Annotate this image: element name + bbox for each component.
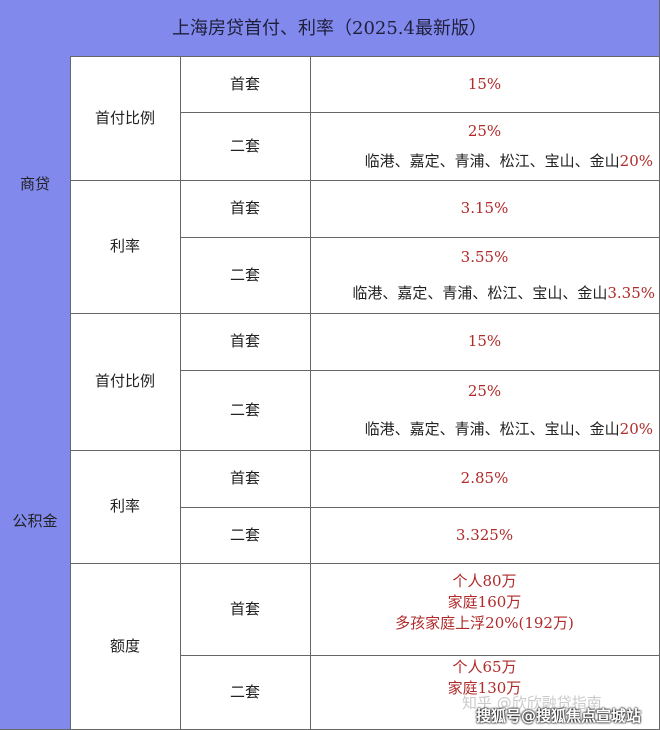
row-label: 二套 [180, 237, 311, 314]
group-label: 利率 [70, 180, 181, 314]
row-label: 二套 [180, 370, 311, 451]
value-cell: 3.325% [310, 507, 660, 564]
value-cell: 15% [310, 313, 660, 371]
group-label: 首付比例 [70, 313, 181, 451]
row-label: 首套 [180, 56, 311, 113]
value-cell: 3.55% 临港、嘉定、青浦、松江、宝山、金山3.35% [310, 237, 660, 314]
value-note: 临港、嘉定、青浦、松江、宝山、金山3.35% [352, 284, 655, 302]
watermark-sohu: 搜狐号@搜狐焦点宣城站 [476, 707, 642, 725]
row-label: 二套 [180, 112, 311, 181]
row-label: 首套 [180, 180, 311, 238]
value-line: 多孩家庭上浮20%(192万) [395, 614, 574, 632]
value-cell: 25% 临港、嘉定、青浦、松江、宝山、金山20% [310, 370, 660, 451]
value-line: 个人80万 [452, 572, 517, 590]
value-note: 临港、嘉定、青浦、松江、宝山、金山20% [364, 152, 653, 170]
watermark-zhihu: 知乎 @欣欣融贷指南 [462, 694, 602, 712]
value-cell: 25% 临港、嘉定、青浦、松江、宝山、金山20% [310, 112, 660, 181]
row-label: 首套 [180, 450, 311, 508]
section-provident-fund: 公积金 [0, 313, 71, 730]
value: 25% [467, 382, 502, 400]
row-label: 二套 [180, 507, 311, 564]
value-cell: 3.15% [310, 180, 660, 238]
section-commercial-loan: 商贷 [0, 56, 71, 314]
value-line: 家庭130万 [447, 679, 522, 697]
value-cell: 个人80万 家庭160万 多孩家庭上浮20%(192万) [310, 563, 660, 656]
row-label: 首套 [180, 313, 311, 371]
value-note: 临港、嘉定、青浦、松江、宝山、金山20% [364, 420, 653, 438]
row-label: 首套 [180, 563, 311, 656]
group-label: 额度 [70, 563, 181, 730]
table-title: 上海房贷首付、利率（2025.4最新版） [0, 0, 660, 57]
group-label: 利率 [70, 450, 181, 564]
value: 3.55% [460, 248, 509, 266]
value-line: 个人65万 [452, 658, 517, 676]
value-line: 家庭160万 [447, 593, 522, 611]
row-label: 二套 [180, 655, 311, 730]
group-label: 首付比例 [70, 56, 181, 181]
value-cell: 2.85% [310, 450, 660, 508]
value: 25% [467, 122, 502, 140]
value-cell: 15% [310, 56, 660, 113]
